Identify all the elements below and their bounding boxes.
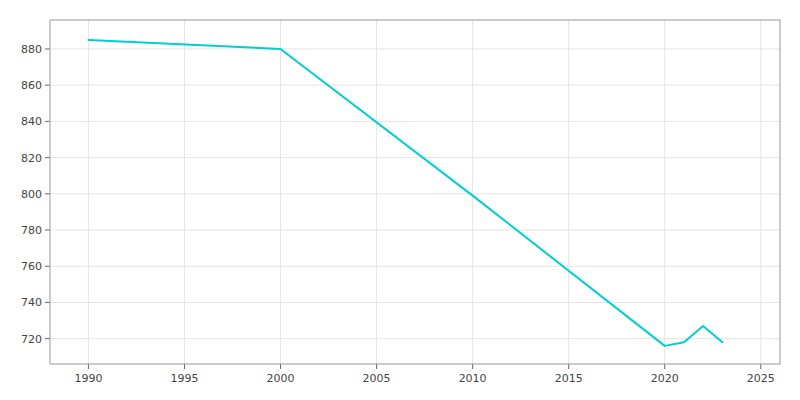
y-tick	[45, 193, 50, 194]
y-tick	[45, 157, 50, 158]
x-grid-line	[760, 20, 761, 364]
x-tick	[88, 364, 89, 369]
x-tick	[376, 364, 377, 369]
y-grid-line	[50, 266, 780, 267]
y-tick	[45, 85, 50, 86]
chart-container: 1990 1995 2000 2005 2010 2015 2020 2025 720 740 76…	[0, 0, 800, 400]
x-tick	[280, 364, 281, 369]
y-tick	[45, 266, 50, 267]
y-grid-line	[50, 338, 780, 339]
y-grid-line	[50, 302, 780, 303]
y-tick	[45, 48, 50, 49]
x-tick-label: 1990	[74, 372, 102, 385]
x-tick-label: 2025	[747, 372, 775, 385]
y-tick-label: 820	[21, 152, 42, 165]
y-grid-line	[50, 48, 780, 49]
y-tick-label: 800	[21, 188, 42, 201]
y-tick	[45, 121, 50, 122]
x-tick-label: 2005	[363, 372, 391, 385]
x-tick	[472, 364, 473, 369]
x-grid-line	[472, 20, 473, 364]
x-tick	[568, 364, 569, 369]
y-tick	[45, 302, 50, 303]
chart-svg: 1990 1995 2000 2005 2010 2015 2020 2025 720 740 76…	[0, 0, 800, 400]
data-line	[88, 40, 722, 346]
y-grid-line	[50, 193, 780, 194]
x-tick-label: 2015	[555, 372, 583, 385]
x-grid-line	[568, 20, 569, 364]
y-grid-line	[50, 230, 780, 231]
x-grid-line	[280, 20, 281, 364]
axes: 1990 1995 2000 2005 2010 2015 2020 2025 720 740 76…	[21, 20, 780, 385]
x-grid-line	[664, 20, 665, 364]
grid	[50, 20, 780, 364]
y-tick-label: 780	[21, 224, 42, 237]
y-tick	[45, 338, 50, 339]
x-tick	[184, 364, 185, 369]
y-tick-label: 840	[21, 115, 42, 128]
y-tick-label: 860	[21, 79, 42, 92]
x-tick-label: 2020	[651, 372, 679, 385]
plot-frame	[50, 20, 780, 364]
x-tick-label: 2010	[459, 372, 487, 385]
x-tick-label: 2000	[267, 372, 295, 385]
y-tick-label: 880	[21, 43, 42, 56]
x-grid-line	[376, 20, 377, 364]
y-tick-label: 720	[21, 333, 42, 346]
x-grid-line	[184, 20, 185, 364]
y-grid-line	[50, 157, 780, 158]
y-tick-label: 760	[21, 260, 42, 273]
y-tick-label: 740	[21, 296, 42, 309]
y-grid-line	[50, 121, 780, 122]
x-grid-line	[88, 20, 89, 364]
data-layer	[88, 40, 722, 346]
x-tick	[664, 364, 665, 369]
y-tick	[45, 230, 50, 231]
y-grid-line	[50, 85, 780, 86]
x-tick	[760, 364, 761, 369]
x-tick-label: 1995	[170, 372, 198, 385]
